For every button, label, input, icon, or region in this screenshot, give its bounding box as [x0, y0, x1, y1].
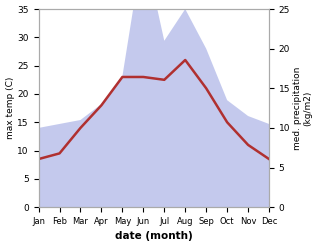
- Y-axis label: max temp (C): max temp (C): [5, 77, 15, 139]
- X-axis label: date (month): date (month): [115, 231, 193, 242]
- Y-axis label: med. precipitation
(kg/m2): med. precipitation (kg/m2): [293, 66, 313, 150]
